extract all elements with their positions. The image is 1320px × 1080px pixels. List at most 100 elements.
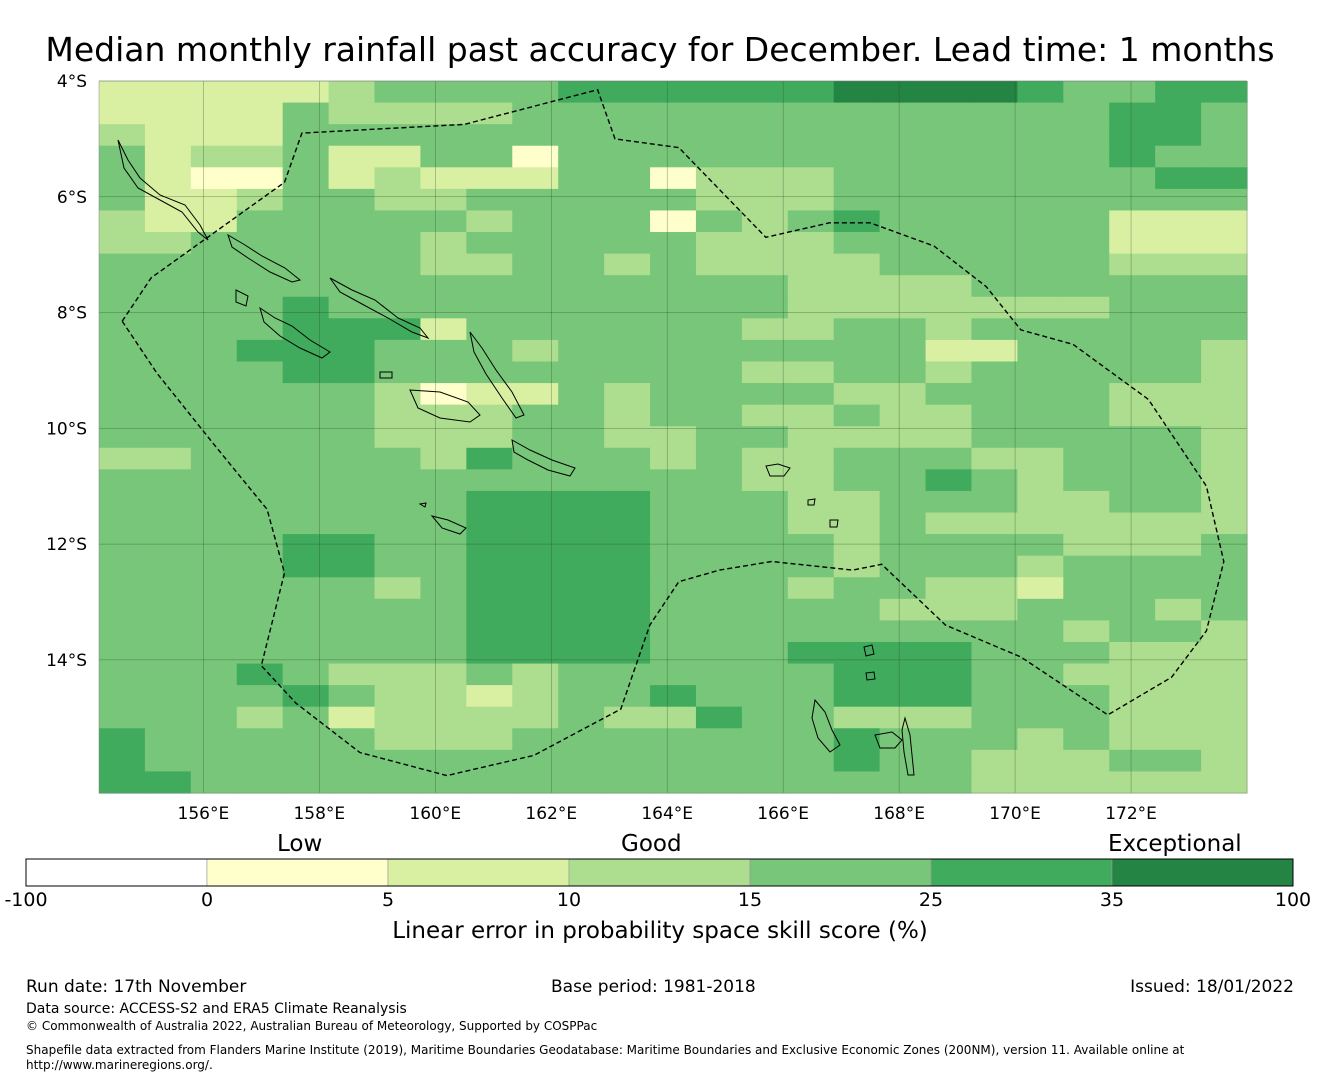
skill-cell <box>144 383 192 406</box>
skill-cell <box>695 555 743 578</box>
skill-cell <box>1017 641 1064 665</box>
skill-cell <box>741 102 789 125</box>
skill-cell <box>1109 296 1156 319</box>
skill-cell <box>144 469 192 492</box>
skill-cell <box>833 275 881 298</box>
skill-cell <box>420 102 467 125</box>
skill-cell <box>99 706 146 729</box>
skill-cell <box>1109 81 1156 104</box>
skill-cell <box>833 232 881 255</box>
skill-cell <box>971 318 1018 341</box>
skill-cell <box>512 167 559 190</box>
skill-cell <box>374 620 422 643</box>
skill-cell <box>558 534 605 557</box>
skill-cell <box>512 512 559 535</box>
skill-cell <box>282 620 330 643</box>
skill-cell <box>190 339 238 363</box>
skill-cell <box>190 253 238 276</box>
coastlines <box>117 139 915 776</box>
skill-cell <box>99 641 146 665</box>
skill-cell <box>879 663 927 686</box>
skill-cell <box>1017 555 1064 578</box>
skill-cell <box>1063 469 1110 492</box>
skill-cell <box>971 296 1018 319</box>
skill-cell <box>144 641 192 665</box>
skill-cell <box>99 318 146 341</box>
skill-cell <box>741 663 789 686</box>
skill-cell <box>1109 232 1156 255</box>
skill-cell <box>420 404 467 427</box>
longitude-label: 158°E <box>293 804 345 824</box>
skill-cell <box>558 145 605 168</box>
skill-cell <box>144 275 192 298</box>
skill-cell <box>558 469 605 492</box>
skill-cell <box>741 361 789 384</box>
skill-cell <box>328 685 376 708</box>
skill-cell <box>1155 339 1202 363</box>
skill-cell <box>1201 512 1248 535</box>
colorbar-tick: 10 <box>556 889 582 911</box>
skill-cell <box>190 210 238 233</box>
skill-cell <box>420 361 467 384</box>
skill-cell <box>650 663 697 686</box>
skill-cell <box>925 426 973 449</box>
skill-cell <box>144 728 192 751</box>
skill-cell <box>1155 512 1202 535</box>
skill-cell <box>144 253 192 276</box>
skill-cell <box>1155 469 1202 492</box>
skill-cell <box>695 383 743 406</box>
skill-cell <box>420 145 467 168</box>
skill-cell <box>879 749 927 773</box>
colorbar <box>25 858 1294 887</box>
skill-cell <box>1109 685 1156 708</box>
skill-cell <box>741 512 789 535</box>
skill-cell <box>420 555 467 578</box>
skill-cell <box>695 426 743 449</box>
skill-cell <box>650 124 697 147</box>
skill-cell <box>833 145 881 168</box>
skill-cell <box>282 771 330 794</box>
skill-cell <box>1155 620 1202 643</box>
skill-cell <box>925 124 973 147</box>
skill-cell <box>374 728 422 751</box>
skill-cell <box>558 275 605 298</box>
skill-cell <box>466 749 513 773</box>
skill-cell <box>971 167 1018 190</box>
skill-cell <box>650 102 697 125</box>
skill-cell <box>512 102 559 125</box>
skill-cell <box>833 447 881 470</box>
skill-cell <box>787 383 835 406</box>
skill-cell <box>99 749 146 773</box>
skill-cell <box>787 555 835 578</box>
skill-cell <box>787 685 835 708</box>
skill-cell <box>879 361 927 384</box>
skill-cell <box>1063 275 1110 298</box>
skill-cell <box>328 253 376 276</box>
skill-cell <box>925 598 973 621</box>
skill-cell <box>971 685 1018 708</box>
longitude-label: 166°E <box>757 804 809 824</box>
skill-cell <box>925 490 973 514</box>
skill-cell <box>833 577 881 600</box>
skill-cell <box>558 512 605 535</box>
skill-cell <box>512 339 559 363</box>
skill-cell <box>1017 383 1064 406</box>
map-frame <box>98 80 1248 794</box>
longitude-label: 156°E <box>178 804 230 824</box>
skill-cell <box>236 771 284 794</box>
skill-cell <box>879 620 927 643</box>
skill-cell <box>144 296 192 319</box>
skill-cell <box>512 555 559 578</box>
skill-cell <box>328 145 376 168</box>
skill-cell <box>1201 210 1248 233</box>
skill-cell <box>604 296 651 319</box>
skill-cell <box>558 426 605 449</box>
skill-cell <box>741 296 789 319</box>
skill-cell <box>1017 426 1064 449</box>
skill-cell <box>420 663 467 686</box>
skill-cell <box>420 426 467 449</box>
skill-cell <box>1201 728 1248 751</box>
skill-cell <box>604 145 651 168</box>
skill-cell <box>833 426 881 449</box>
skill-cell <box>1063 296 1110 319</box>
